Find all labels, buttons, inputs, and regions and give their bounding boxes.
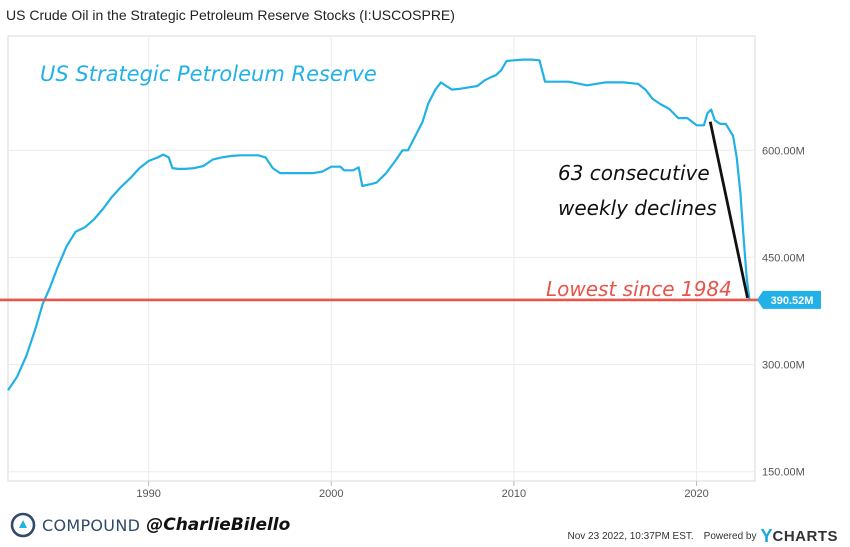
ycharts-logo[interactable]: Y CHARTS	[760, 526, 838, 547]
declines-annotation-line2: weekly declines	[558, 196, 717, 220]
series-label: US Strategic Petroleum Reserve	[40, 62, 377, 86]
spr-series-line	[7, 58, 751, 391]
twitter-handle: @CharlieBilello	[146, 515, 291, 535]
x-tick-label: 1990	[136, 488, 160, 500]
declines-annotation-line1: 63 consecutive	[558, 161, 710, 185]
powered-by-text: Powered by	[703, 531, 757, 542]
footer-row: Nov 23 2022, 10:37PM EST. Powered by Y C…	[567, 526, 838, 547]
axis-layer: 1990 2000 2010 2020 150.00M 300.00M 450.00M 600…	[136, 145, 804, 500]
last-value-badge	[757, 290, 821, 309]
plot-frame	[7, 35, 756, 482]
timestamp: Nov 23 2022, 10:37PM EST.	[567, 531, 694, 542]
annotation-layer: 390.52M US Strategic Petroleum Reserve 63 …	[0, 62, 821, 309]
ycharts-logo-text: CHARTS	[772, 528, 838, 545]
chart-title: US Crude Oil in the Strategic Petroleum …	[6, 7, 455, 23]
decline-arrow-line	[708, 121, 749, 299]
lowest-since-label: Lowest since 1984	[546, 277, 732, 301]
last-value-label: 390.52M	[771, 295, 814, 307]
series-layer	[7, 58, 751, 391]
y-tick-label: 450.00M	[762, 252, 805, 264]
grid-layer	[7, 35, 756, 482]
y-tick-label: 600.00M	[762, 145, 805, 157]
x-tick-label: 2020	[684, 488, 708, 500]
y-tick-label: 300.00M	[762, 360, 805, 372]
brand-row: COMPOUND @CharlieBilello	[10, 512, 290, 538]
x-tick-label: 2010	[502, 488, 526, 500]
x-tick-label: 2000	[319, 488, 343, 500]
ycharts-logo-y: Y	[760, 526, 773, 546]
compound-brand-text: COMPOUND	[42, 515, 141, 535]
y-tick-label: 150.00M	[762, 467, 805, 479]
compound-logo-icon	[10, 512, 36, 538]
